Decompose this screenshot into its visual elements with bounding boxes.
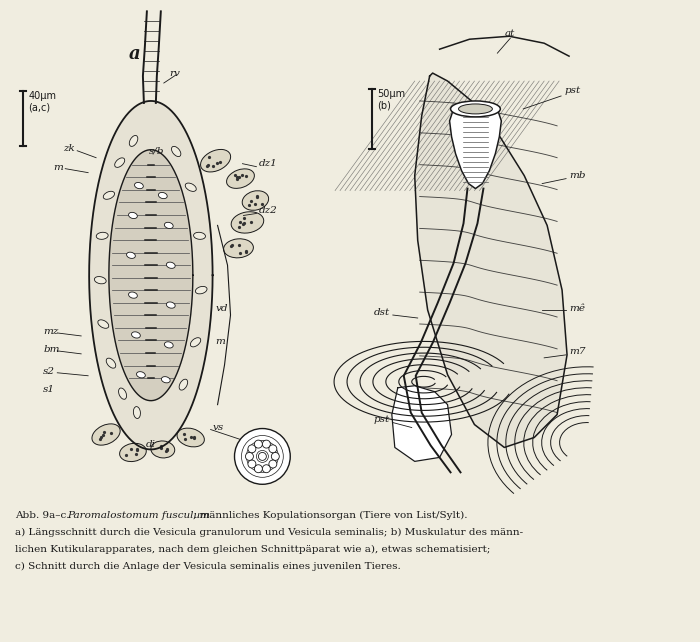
- Ellipse shape: [195, 286, 207, 294]
- Circle shape: [234, 428, 290, 484]
- Ellipse shape: [127, 252, 135, 258]
- Text: pst: pst: [374, 415, 390, 424]
- Text: s2: s2: [43, 367, 55, 376]
- Text: dst: dst: [374, 308, 390, 317]
- Text: s1: s1: [43, 385, 55, 394]
- Ellipse shape: [177, 428, 204, 447]
- Ellipse shape: [129, 213, 137, 218]
- Ellipse shape: [458, 104, 492, 114]
- Text: mz: mz: [43, 327, 59, 336]
- Ellipse shape: [104, 191, 115, 199]
- Text: vs: vs: [213, 423, 224, 432]
- Circle shape: [262, 465, 270, 473]
- Text: vd: vd: [216, 304, 228, 313]
- Text: a) Längsschnitt durch die Vesicula granulorum und Vesicula seminalis; b) Muskula: a) Längsschnitt durch die Vesicula granu…: [15, 528, 524, 537]
- Text: bm: bm: [43, 345, 60, 354]
- Ellipse shape: [158, 193, 167, 198]
- Polygon shape: [109, 150, 192, 401]
- Text: m: m: [216, 338, 225, 347]
- Text: pst: pst: [564, 87, 580, 96]
- Ellipse shape: [451, 101, 500, 117]
- Text: c: c: [279, 448, 287, 462]
- Ellipse shape: [231, 212, 264, 233]
- Text: Paromalostomum fusculum: Paromalostomum fusculum: [67, 511, 210, 520]
- Text: lichen Kutikularapparates, nach dem gleichen Schnittpäparat wie a), etwas schema: lichen Kutikularapparates, nach dem glei…: [15, 545, 491, 554]
- Circle shape: [254, 440, 262, 448]
- Ellipse shape: [98, 320, 108, 328]
- Circle shape: [248, 460, 256, 468]
- Ellipse shape: [227, 169, 254, 188]
- Text: m: m: [53, 163, 63, 172]
- Text: m7: m7: [569, 347, 585, 356]
- Ellipse shape: [190, 338, 201, 347]
- Ellipse shape: [242, 191, 269, 211]
- Text: rv: rv: [169, 69, 180, 78]
- Ellipse shape: [164, 342, 173, 348]
- Ellipse shape: [132, 332, 140, 338]
- Text: b: b: [463, 109, 475, 127]
- Circle shape: [272, 453, 279, 460]
- Text: Abb. 9a–c.: Abb. 9a–c.: [15, 511, 74, 520]
- Ellipse shape: [115, 158, 125, 168]
- Ellipse shape: [134, 182, 144, 189]
- Text: at: at: [504, 29, 514, 38]
- Text: s/b: s/b: [149, 146, 164, 155]
- Ellipse shape: [200, 150, 230, 172]
- Ellipse shape: [223, 239, 253, 258]
- Ellipse shape: [130, 135, 138, 146]
- Ellipse shape: [186, 183, 196, 191]
- Text: mb: mb: [569, 171, 585, 180]
- Ellipse shape: [97, 232, 108, 239]
- Ellipse shape: [167, 262, 175, 268]
- Polygon shape: [392, 386, 452, 462]
- Text: 40μm
(a,c): 40μm (a,c): [29, 91, 57, 112]
- Text: di: di: [146, 440, 156, 449]
- Ellipse shape: [129, 292, 137, 299]
- Ellipse shape: [162, 377, 170, 383]
- Ellipse shape: [106, 358, 116, 368]
- Text: mê: mê: [569, 304, 585, 313]
- Ellipse shape: [164, 222, 173, 229]
- Ellipse shape: [194, 232, 206, 239]
- Ellipse shape: [179, 379, 188, 390]
- Polygon shape: [89, 101, 213, 449]
- Text: dz2: dz2: [258, 206, 277, 215]
- Ellipse shape: [92, 424, 120, 445]
- Text: , männliches Kopulationsorgan (Tiere von List/Sylt).: , männliches Kopulationsorgan (Tiere von…: [193, 511, 467, 520]
- Ellipse shape: [151, 441, 175, 458]
- Circle shape: [269, 445, 276, 453]
- Polygon shape: [449, 109, 501, 189]
- Circle shape: [254, 465, 262, 473]
- Ellipse shape: [134, 406, 141, 419]
- Circle shape: [262, 440, 270, 448]
- Circle shape: [246, 453, 253, 460]
- Circle shape: [258, 453, 267, 460]
- Ellipse shape: [118, 388, 127, 399]
- Ellipse shape: [172, 146, 181, 157]
- Circle shape: [269, 460, 276, 468]
- Ellipse shape: [120, 443, 146, 462]
- Text: c) Schnitt durch die Anlage der Vesicula seminalis eines juvenilen Tieres.: c) Schnitt durch die Anlage der Vesicula…: [15, 562, 401, 571]
- Text: 50μm
(b): 50μm (b): [377, 89, 405, 110]
- Ellipse shape: [167, 302, 175, 308]
- Text: zk: zk: [63, 144, 75, 153]
- Ellipse shape: [94, 277, 106, 284]
- Circle shape: [248, 445, 256, 453]
- Text: a: a: [129, 45, 141, 63]
- Ellipse shape: [136, 372, 146, 378]
- Text: dz1: dz1: [258, 159, 277, 168]
- Polygon shape: [414, 73, 567, 447]
